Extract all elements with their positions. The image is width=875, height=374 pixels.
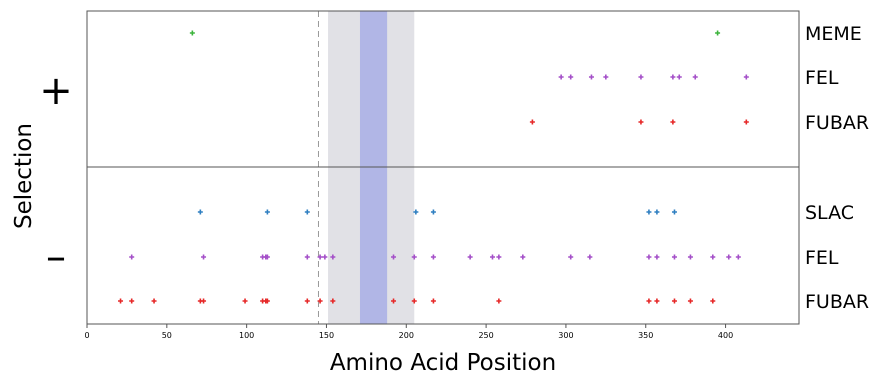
x-tick-label: 150: [319, 331, 334, 340]
data-point-fubar: [201, 298, 207, 304]
data-point-fel: [264, 254, 270, 260]
data-point-fubar: [391, 298, 397, 304]
x-tick-label: 400: [718, 331, 733, 340]
data-point-fel: [670, 74, 676, 80]
data-point-fubar: [638, 119, 644, 125]
data-point-fel: [603, 74, 609, 80]
negative-sign: –: [46, 234, 66, 280]
data-point-fubar: [118, 298, 124, 304]
x-tick-label: 250: [478, 331, 493, 340]
data-point-slac: [430, 209, 436, 215]
data-point-fubar: [654, 298, 660, 304]
data-point-fubar: [646, 298, 652, 304]
data-point-fubar: [129, 298, 135, 304]
x-axis-title: Amino Acid Position: [330, 350, 556, 374]
data-point-fel: [587, 254, 593, 260]
data-point-fel: [317, 254, 323, 260]
data-point-fubar: [430, 298, 436, 304]
data-point-fel: [496, 254, 502, 260]
data-point-fel: [638, 74, 644, 80]
data-point-slac: [197, 209, 203, 215]
data-point-fel: [391, 254, 397, 260]
track-label-slac: SLAC: [805, 202, 854, 224]
data-point-fel: [692, 74, 698, 80]
x-tick-label: 100: [239, 331, 254, 340]
y-axis-title: Selection: [11, 123, 37, 229]
data-point-fel: [558, 74, 564, 80]
data-point-fel: [489, 254, 495, 260]
data-point-slac: [671, 209, 677, 215]
data-points: [118, 30, 749, 304]
data-point-fel: [430, 254, 436, 260]
data-point-fel: [568, 254, 574, 260]
positive-sign: +: [39, 68, 73, 114]
data-point-slac: [413, 209, 419, 215]
data-point-slac: [264, 209, 270, 215]
data-point-slac: [654, 209, 660, 215]
data-point-fel: [129, 254, 135, 260]
data-point-fubar: [710, 298, 716, 304]
data-point-meme: [189, 30, 195, 36]
data-point-fel: [646, 254, 652, 260]
x-axis: 0 50 100 150 200 250 300 350 400: [84, 324, 733, 340]
data-point-fubar: [670, 119, 676, 125]
x-tick-label: 350: [638, 331, 653, 340]
data-point-fubar: [496, 298, 502, 304]
data-point-fel: [322, 254, 328, 260]
x-tick-label: 0: [84, 331, 89, 340]
data-point-slac: [304, 209, 310, 215]
data-point-fel: [710, 254, 716, 260]
track-label-fel: FEL: [805, 247, 839, 269]
data-point-fubar: [687, 298, 693, 304]
data-point-fel: [467, 254, 473, 260]
data-point-fel: [201, 254, 207, 260]
track-label-fubar: FUBAR: [805, 291, 869, 313]
data-point-fel: [735, 254, 741, 260]
data-point-fubar: [529, 119, 535, 125]
track-label-meme: MEME: [805, 23, 862, 45]
data-point-fel: [588, 74, 594, 80]
x-tick-label: 300: [558, 331, 573, 340]
data-point-fubar: [330, 298, 336, 304]
group-signs: +–: [39, 68, 73, 280]
x-tick-label: 200: [399, 331, 414, 340]
data-point-slac: [646, 209, 652, 215]
data-point-fel: [726, 254, 732, 260]
data-point-fubar: [317, 298, 323, 304]
data-point-fel: [520, 254, 526, 260]
data-point-fubar: [743, 119, 749, 125]
data-point-fel: [654, 254, 660, 260]
data-point-fubar: [264, 298, 270, 304]
data-point-fel: [330, 254, 336, 260]
track-label-fubar: FUBAR: [805, 112, 869, 134]
data-point-fubar: [242, 298, 248, 304]
data-point-fubar: [671, 298, 677, 304]
data-point-fel: [411, 254, 417, 260]
data-point-fel: [676, 74, 682, 80]
data-point-fel: [671, 254, 677, 260]
data-point-fel: [743, 74, 749, 80]
track-labels: MEME FEL FUBAR SLAC FEL FUBAR: [805, 23, 869, 313]
x-tick-label: 50: [162, 331, 172, 340]
data-point-fubar: [151, 298, 157, 304]
track-label-fel: FEL: [805, 67, 839, 89]
data-point-fubar: [411, 298, 417, 304]
data-point-fel: [687, 254, 693, 260]
data-point-fel: [568, 74, 574, 80]
data-point-meme: [715, 30, 721, 36]
data-point-fubar: [304, 298, 310, 304]
data-point-fel: [304, 254, 310, 260]
